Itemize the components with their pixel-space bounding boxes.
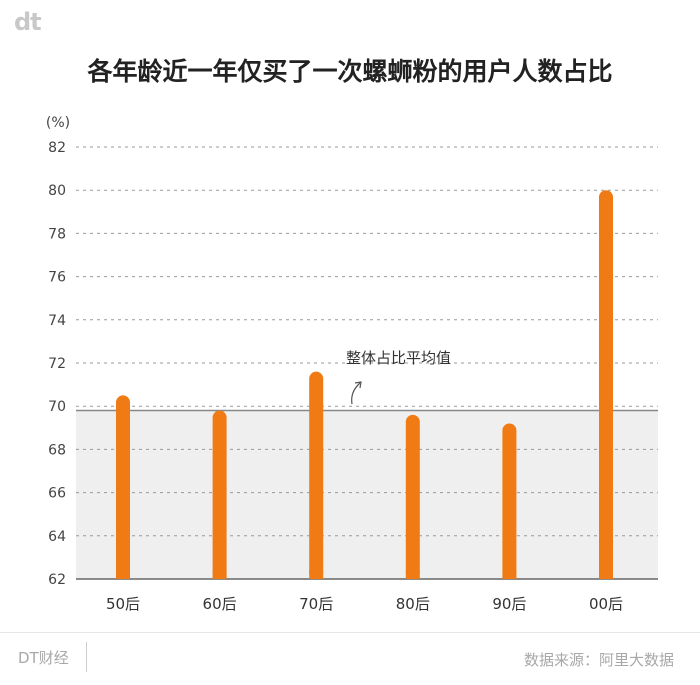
chart-title: 各年龄近一年仅买了一次螺蛳粉的用户人数占比 bbox=[87, 57, 613, 86]
x-tick-label: 80后 bbox=[396, 595, 430, 613]
annotation-arrowhead bbox=[354, 381, 362, 389]
bar bbox=[502, 423, 517, 579]
footer-source: 数据来源：阿里大数据 bbox=[523, 651, 674, 669]
x-tick-label: 00后 bbox=[589, 595, 623, 613]
y-tick-label: 62 bbox=[48, 572, 66, 588]
y-tick-label: 66 bbox=[48, 486, 66, 502]
annotation-arrow bbox=[351, 382, 361, 405]
bar bbox=[599, 190, 613, 579]
footer-divider bbox=[0, 632, 700, 633]
x-tick-label: 50后 bbox=[106, 595, 140, 613]
bar bbox=[212, 410, 227, 579]
bar bbox=[309, 371, 324, 579]
y-tick-label: 80 bbox=[48, 183, 66, 199]
y-tick-label: 76 bbox=[48, 270, 66, 286]
x-tick-label: 70后 bbox=[299, 595, 333, 613]
bar-base bbox=[309, 571, 324, 579]
bar-base bbox=[405, 571, 420, 579]
y-tick-label: 68 bbox=[48, 442, 66, 458]
y-tick-label: 70 bbox=[48, 399, 66, 415]
x-tick-label: 90后 bbox=[492, 595, 526, 613]
bar bbox=[116, 395, 130, 579]
bar-base bbox=[599, 571, 613, 579]
bar-base bbox=[212, 571, 227, 579]
y-tick-label: 78 bbox=[48, 226, 66, 242]
average-shaded-area bbox=[76, 410, 658, 579]
dt-logo: dt bbox=[14, 8, 42, 36]
footer-brand: DT财经 bbox=[18, 649, 69, 667]
bar-base bbox=[502, 571, 517, 579]
bar-chart: 62 64 66 68 70 72 74 76 78 80 82 (%) 50后 60后 70后 80后 90后… bbox=[46, 115, 658, 613]
y-tick-label: 72 bbox=[48, 356, 66, 372]
footer-separator bbox=[86, 642, 87, 672]
y-tick-label: 74 bbox=[48, 313, 66, 329]
bar bbox=[405, 414, 420, 579]
x-tick-label: 60后 bbox=[203, 595, 237, 613]
y-tick-label: 64 bbox=[48, 529, 66, 545]
y-tick-label: 82 bbox=[48, 140, 66, 156]
average-line-label: 整体占比平均值 bbox=[346, 349, 451, 367]
bar-base bbox=[116, 571, 130, 579]
y-axis-unit: (%) bbox=[46, 115, 70, 131]
